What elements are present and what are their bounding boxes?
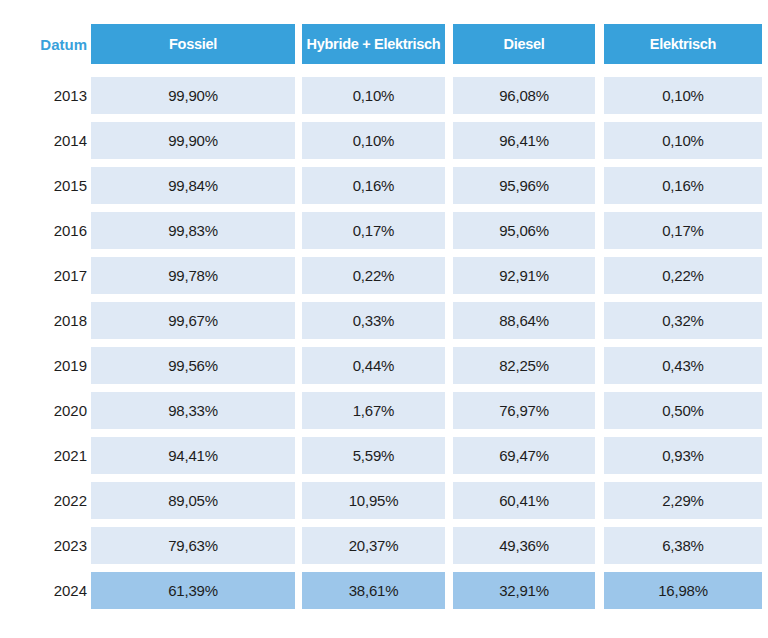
table-cell: 79,63% bbox=[91, 527, 295, 564]
table-cell: 10,95% bbox=[302, 482, 445, 519]
table-cell: 0,43% bbox=[604, 347, 762, 384]
table-cell: 98,33% bbox=[91, 392, 295, 429]
table-row: 2021 94,41% 5,59% 69,47% 0,93% bbox=[0, 437, 768, 474]
table-row: 2013 99,90% 0,10% 96,08% 0,10% bbox=[0, 77, 768, 114]
table-cell: 82,25% bbox=[453, 347, 595, 384]
table-cell: 61,39% bbox=[91, 572, 295, 609]
table-cell: 20,37% bbox=[302, 527, 445, 564]
table-row: 2022 89,05% 10,95% 60,41% 2,29% bbox=[0, 482, 768, 519]
table-cell: 99,90% bbox=[91, 122, 295, 159]
table-cell: 0,22% bbox=[604, 257, 762, 294]
table-cell: 0,44% bbox=[302, 347, 445, 384]
table-cell: 99,84% bbox=[91, 167, 295, 204]
table-cell: 0,16% bbox=[302, 167, 445, 204]
table-cell: 16,98% bbox=[604, 572, 762, 609]
row-year-label: 2013 bbox=[0, 77, 87, 114]
column-header-hybride-elektrisch: Hybride + Elektrisch bbox=[302, 24, 445, 64]
table-cell: 95,96% bbox=[453, 167, 595, 204]
table-cell: 99,90% bbox=[91, 77, 295, 114]
table-cell: 92,91% bbox=[453, 257, 595, 294]
table-row: 2023 79,63% 20,37% 49,36% 6,38% bbox=[0, 527, 768, 564]
row-year-label: 2018 bbox=[0, 302, 87, 339]
table-cell: 99,83% bbox=[91, 212, 295, 249]
table-cell: 99,56% bbox=[91, 347, 295, 384]
row-year-label: 2022 bbox=[0, 482, 87, 519]
table-row: 2020 98,33% 1,67% 76,97% 0,50% bbox=[0, 392, 768, 429]
table-cell: 89,05% bbox=[91, 482, 295, 519]
table-cell: 2,29% bbox=[604, 482, 762, 519]
row-year-label: 2020 bbox=[0, 392, 87, 429]
table-row: 2017 99,78% 0,22% 92,91% 0,22% bbox=[0, 257, 768, 294]
table-cell: 0,22% bbox=[302, 257, 445, 294]
table-header-row: Datum Fossiel Hybride + Elektrisch Diese… bbox=[0, 24, 768, 64]
row-year-label: 2024 bbox=[0, 572, 87, 609]
table-cell: 95,06% bbox=[453, 212, 595, 249]
table-cell: 96,08% bbox=[453, 77, 595, 114]
table-cell: 38,61% bbox=[302, 572, 445, 609]
table-cell: 0,10% bbox=[302, 77, 445, 114]
row-year-label: 2021 bbox=[0, 437, 87, 474]
column-header-datum: Datum bbox=[0, 24, 87, 64]
vehicle-share-table: Datum Fossiel Hybride + Elektrisch Diese… bbox=[0, 0, 768, 609]
table-cell: 5,59% bbox=[302, 437, 445, 474]
table-cell: 49,36% bbox=[453, 527, 595, 564]
column-header-elektrisch: Elektrisch bbox=[604, 24, 762, 64]
table-cell: 88,64% bbox=[453, 302, 595, 339]
table-cell: 60,41% bbox=[453, 482, 595, 519]
table-row-highlighted: 2024 61,39% 38,61% 32,91% 16,98% bbox=[0, 572, 768, 609]
table-cell: 6,38% bbox=[604, 527, 762, 564]
row-year-label: 2019 bbox=[0, 347, 87, 384]
row-year-label: 2017 bbox=[0, 257, 87, 294]
table-cell: 1,67% bbox=[302, 392, 445, 429]
table-cell: 0,16% bbox=[604, 167, 762, 204]
table-row: 2018 99,67% 0,33% 88,64% 0,32% bbox=[0, 302, 768, 339]
column-header-diesel: Diesel bbox=[453, 24, 595, 64]
table-cell: 32,91% bbox=[453, 572, 595, 609]
table-cell: 0,32% bbox=[604, 302, 762, 339]
table-cell: 0,10% bbox=[604, 77, 762, 114]
column-header-fossiel: Fossiel bbox=[91, 24, 295, 64]
row-year-label: 2016 bbox=[0, 212, 87, 249]
row-year-label: 2014 bbox=[0, 122, 87, 159]
table-cell: 0,17% bbox=[302, 212, 445, 249]
table-row: 2015 99,84% 0,16% 95,96% 0,16% bbox=[0, 167, 768, 204]
table-row: 2019 99,56% 0,44% 82,25% 0,43% bbox=[0, 347, 768, 384]
table-cell: 99,78% bbox=[91, 257, 295, 294]
table-cell: 96,41% bbox=[453, 122, 595, 159]
table-cell: 69,47% bbox=[453, 437, 595, 474]
table-cell: 76,97% bbox=[453, 392, 595, 429]
table-cell: 94,41% bbox=[91, 437, 295, 474]
row-year-label: 2023 bbox=[0, 527, 87, 564]
row-year-label: 2015 bbox=[0, 167, 87, 204]
table-cell: 0,93% bbox=[604, 437, 762, 474]
table-cell: 0,17% bbox=[604, 212, 762, 249]
table-cell: 0,33% bbox=[302, 302, 445, 339]
table-cell: 99,67% bbox=[91, 302, 295, 339]
table-cell: 0,10% bbox=[302, 122, 445, 159]
table-row: 2014 99,90% 0,10% 96,41% 0,10% bbox=[0, 122, 768, 159]
table-row: 2016 99,83% 0,17% 95,06% 0,17% bbox=[0, 212, 768, 249]
table-cell: 0,50% bbox=[604, 392, 762, 429]
table-cell: 0,10% bbox=[604, 122, 762, 159]
